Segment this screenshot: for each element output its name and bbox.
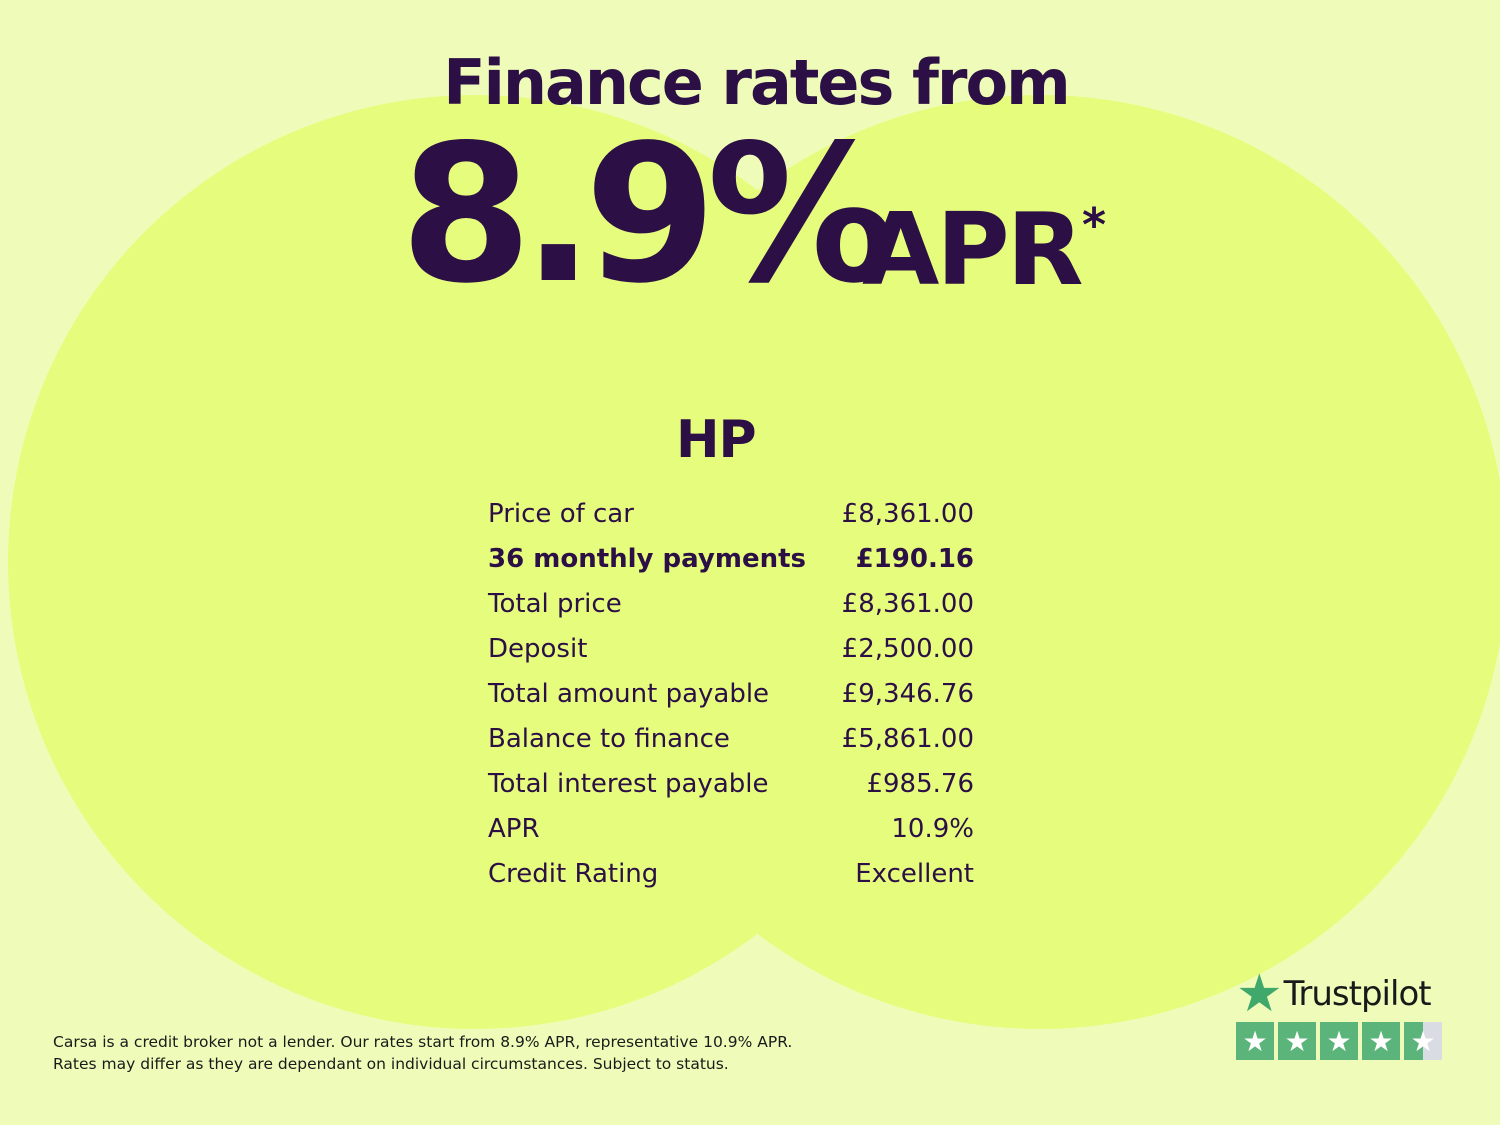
row-value: Excellent	[855, 859, 974, 889]
table-row: Total amount payable £9,346.76	[488, 673, 974, 718]
trustpilot-badge: ★ Trustpilot ★ ★ ★ ★ ★	[1236, 964, 1446, 1060]
row-value: 10.9%	[891, 814, 974, 844]
star-icon: ★	[1236, 1022, 1274, 1060]
disclaimer-line: Rates may differ as they are dependant o…	[53, 1055, 729, 1073]
row-value: £9,346.76	[841, 679, 974, 709]
row-label: Total amount payable	[488, 679, 770, 709]
rate-value: 8.9%	[400, 104, 897, 325]
row-label: Total interest payable	[488, 769, 769, 799]
table-row: Balance to finance £5,861.00	[488, 718, 974, 763]
row-value: £2,500.00	[841, 634, 974, 664]
star-icon: ★	[1320, 1022, 1358, 1060]
finance-table: Price of car £8,361.00 36 monthly payments…	[488, 493, 974, 898]
table-row: 36 monthly payments £190.16	[488, 538, 974, 583]
table-row: Total price £8,361.00	[488, 583, 974, 628]
table-row: APR 10.9%	[488, 808, 974, 853]
row-value: £190.16	[855, 544, 974, 574]
asterisk: *	[1082, 198, 1107, 252]
trustpilot-name: Trustpilot	[1283, 974, 1432, 1014]
trustpilot-star-icon: ★	[1236, 964, 1283, 1024]
rate-suffix: APR	[862, 191, 1084, 308]
disclaimer-line: Carsa is a credit broker not a lender. O…	[53, 1033, 793, 1051]
disclaimer: Carsa is a credit broker not a lender. O…	[53, 1031, 792, 1075]
table-row: Credit Rating Excellent	[488, 853, 974, 898]
row-label: Price of car	[488, 499, 634, 529]
star-icon: ★	[1278, 1022, 1316, 1060]
row-label: Deposit	[488, 634, 588, 664]
row-value: £8,361.00	[841, 499, 974, 529]
headline: Finance rates from	[443, 46, 1070, 119]
row-label: 36 monthly payments	[488, 544, 806, 574]
row-value: £985.76	[866, 769, 974, 799]
table-row: Price of car £8,361.00	[488, 493, 974, 538]
table-row: Deposit £2,500.00	[488, 628, 974, 673]
background-circle-right	[573, 95, 1500, 1029]
row-value: £5,861.00	[841, 724, 974, 754]
table-row: Total interest payable £985.76	[488, 763, 974, 808]
product-title: HP	[676, 410, 757, 470]
row-label: Credit Rating	[488, 859, 659, 889]
star-icon: ★	[1362, 1022, 1400, 1060]
row-label: Balance to finance	[488, 724, 730, 754]
row-label: Total price	[488, 589, 622, 619]
row-value: £8,361.00	[841, 589, 974, 619]
star-icon: ★	[1404, 1022, 1442, 1060]
trustpilot-rating: ★ ★ ★ ★ ★	[1236, 1022, 1446, 1060]
row-label: APR	[488, 814, 540, 844]
